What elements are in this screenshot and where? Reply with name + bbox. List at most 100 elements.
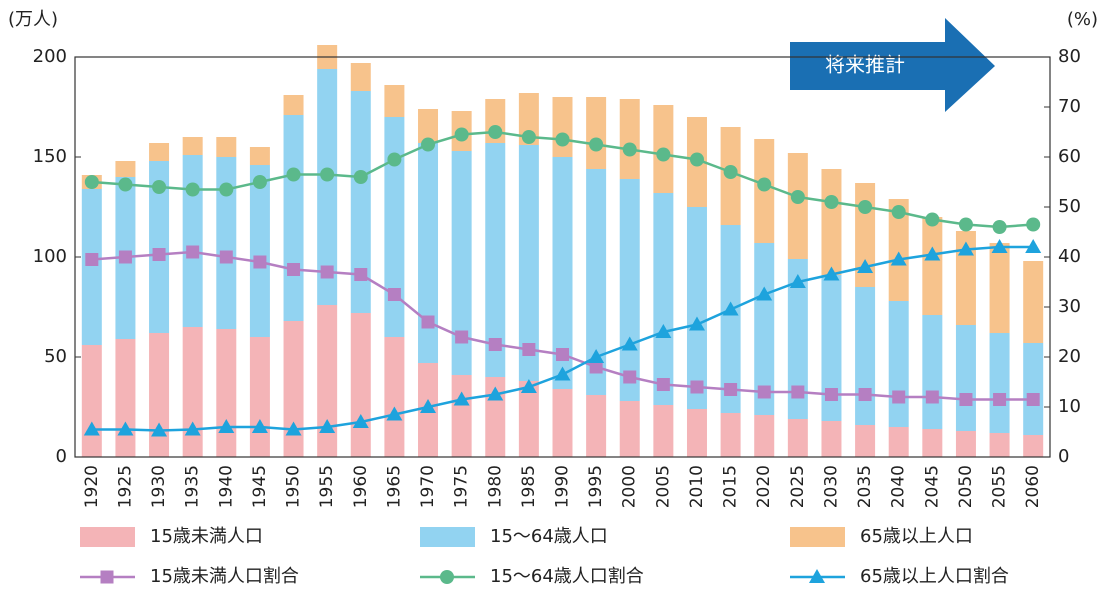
bar bbox=[350, 313, 371, 457]
bar bbox=[989, 333, 1010, 433]
x-tick-label: 1950 bbox=[284, 465, 304, 508]
y2-tick-label: 70 bbox=[1058, 96, 1081, 117]
bar bbox=[149, 143, 170, 161]
marker bbox=[287, 263, 301, 276]
marker bbox=[722, 301, 739, 316]
bar bbox=[350, 91, 371, 313]
bar bbox=[182, 327, 203, 457]
legend-label: 65歳以上人口 bbox=[860, 526, 973, 547]
legend-swatch bbox=[80, 527, 135, 547]
marker bbox=[185, 182, 200, 197]
bar bbox=[182, 137, 203, 155]
marker bbox=[84, 175, 99, 189]
bar bbox=[922, 315, 943, 429]
legend-label: 15歳未満人口割合 bbox=[150, 566, 299, 587]
marker bbox=[958, 217, 973, 232]
bar bbox=[149, 161, 170, 333]
legend-item: 15歳未満人口 bbox=[80, 526, 263, 547]
legend-swatch bbox=[420, 527, 475, 547]
marker bbox=[824, 388, 838, 401]
x-tick-label: 2035 bbox=[855, 465, 875, 508]
marker bbox=[809, 569, 825, 583]
marker bbox=[152, 180, 167, 194]
x-tick-label: 1925 bbox=[115, 465, 135, 508]
x-tick-label: 1985 bbox=[519, 465, 539, 508]
bar bbox=[216, 157, 237, 329]
y2-axis-label: (%) bbox=[1067, 9, 1098, 30]
marker bbox=[858, 200, 873, 214]
marker bbox=[993, 393, 1007, 406]
y2-tick-label: 40 bbox=[1058, 246, 1081, 267]
bar bbox=[249, 165, 270, 337]
x-tick-label: 2000 bbox=[620, 465, 640, 508]
x-tick-label: 2060 bbox=[1023, 465, 1043, 508]
marker bbox=[219, 182, 234, 197]
bar bbox=[283, 115, 304, 321]
bar bbox=[821, 421, 842, 457]
bar bbox=[1023, 261, 1044, 343]
bar bbox=[989, 433, 1010, 457]
bar bbox=[586, 169, 607, 395]
y2-tick-label: 10 bbox=[1058, 396, 1081, 417]
bar bbox=[586, 97, 607, 169]
marker bbox=[689, 152, 704, 167]
x-tick-label: 1945 bbox=[250, 465, 270, 508]
bar bbox=[518, 145, 539, 381]
bar bbox=[922, 429, 943, 457]
bar bbox=[283, 321, 304, 457]
bar bbox=[653, 405, 674, 457]
y2-tick-label: 60 bbox=[1058, 146, 1081, 167]
x-tick-label: 2040 bbox=[889, 465, 909, 508]
bar bbox=[283, 95, 304, 115]
y-tick-label: 100 bbox=[33, 246, 67, 267]
legend-label: 15～64歳人口割合 bbox=[490, 566, 644, 587]
marker bbox=[723, 165, 738, 179]
marker bbox=[320, 167, 335, 182]
marker bbox=[186, 245, 200, 259]
legend-item: 15～64歳人口 bbox=[420, 526, 608, 547]
bar bbox=[686, 207, 707, 409]
y-tick-label: 200 bbox=[33, 46, 67, 67]
bar bbox=[317, 69, 338, 305]
marker bbox=[352, 414, 369, 428]
bar bbox=[451, 375, 472, 457]
marker bbox=[924, 246, 941, 261]
bar bbox=[518, 381, 539, 457]
marker bbox=[421, 137, 436, 152]
legend-item: 15歳未満人口割合 bbox=[80, 566, 299, 587]
marker bbox=[925, 390, 939, 404]
marker bbox=[756, 286, 773, 301]
x-tick-label: 2025 bbox=[788, 465, 808, 508]
marker bbox=[890, 251, 907, 266]
bar bbox=[754, 415, 775, 457]
bar bbox=[720, 413, 741, 457]
marker bbox=[319, 419, 336, 433]
bar bbox=[686, 409, 707, 457]
marker bbox=[623, 370, 637, 384]
marker bbox=[892, 390, 906, 404]
x-tick-label: 1930 bbox=[149, 465, 169, 508]
legend-item: 15～64歳人口割合 bbox=[420, 566, 644, 587]
marker bbox=[440, 570, 454, 584]
marker bbox=[252, 175, 267, 189]
bar bbox=[955, 325, 976, 431]
bar bbox=[754, 243, 775, 415]
bar bbox=[720, 225, 741, 413]
y2-tick-label: 80 bbox=[1058, 46, 1081, 67]
bar bbox=[485, 143, 506, 377]
marker bbox=[656, 147, 671, 162]
bar bbox=[888, 301, 909, 427]
marker bbox=[152, 248, 166, 261]
marker bbox=[117, 421, 134, 436]
bar bbox=[418, 109, 439, 143]
marker bbox=[724, 383, 738, 396]
bar bbox=[821, 275, 842, 421]
bar bbox=[384, 85, 405, 117]
marker bbox=[453, 391, 470, 406]
arrow-shape bbox=[790, 18, 995, 112]
marker bbox=[522, 343, 536, 356]
y2-tick-label: 50 bbox=[1058, 196, 1081, 217]
annotation: 将来推計 bbox=[825, 53, 905, 77]
y2-tick-label: 0 bbox=[1058, 446, 1069, 467]
bar bbox=[384, 117, 405, 337]
